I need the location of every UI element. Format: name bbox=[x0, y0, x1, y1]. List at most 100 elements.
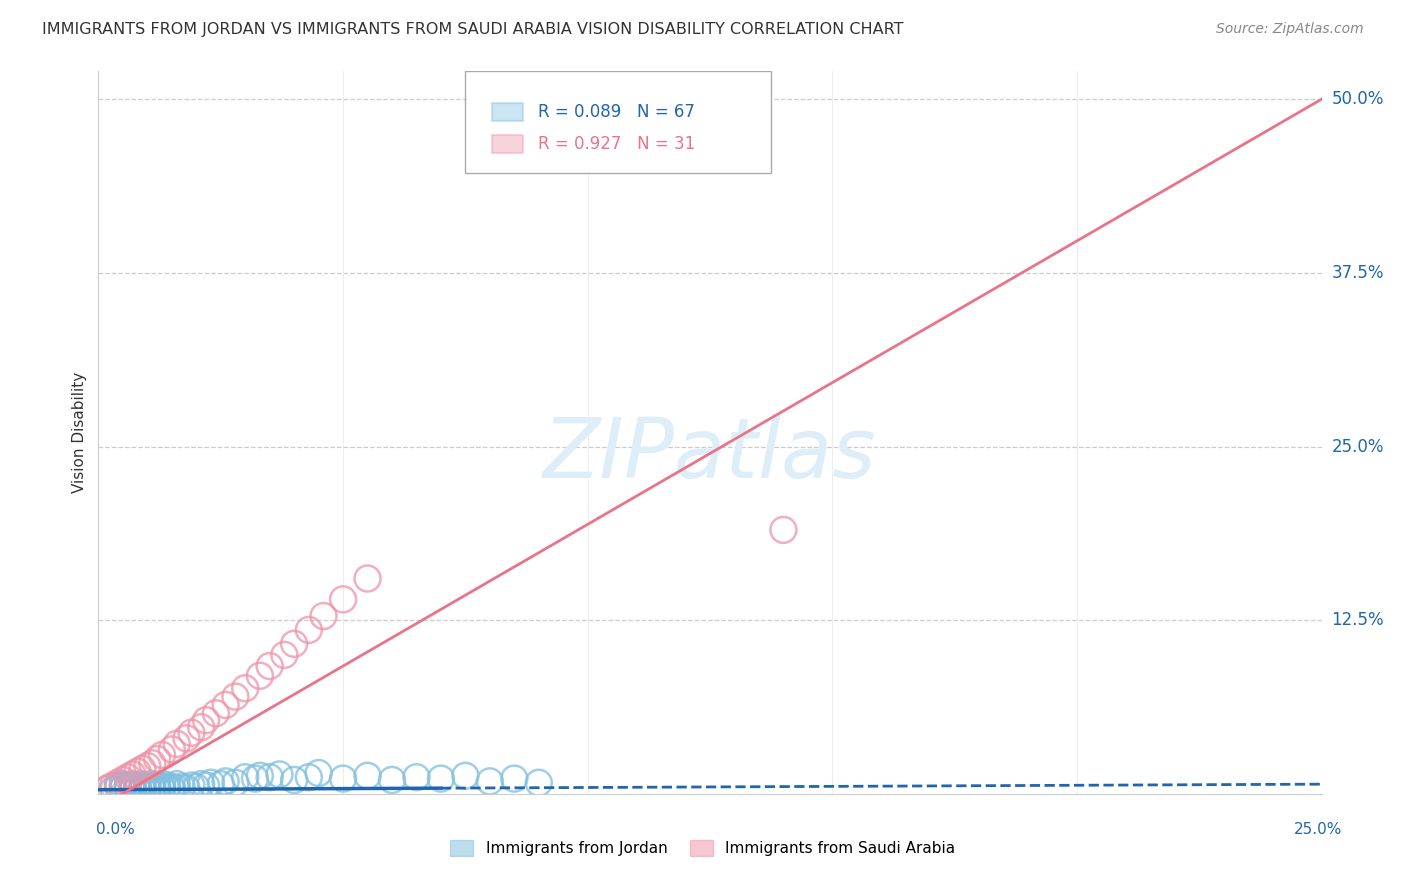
Point bbox=[117, 770, 139, 784]
Point bbox=[243, 772, 266, 786]
Point bbox=[233, 681, 256, 696]
Point bbox=[205, 706, 228, 721]
Point bbox=[141, 777, 163, 791]
Point bbox=[131, 781, 153, 796]
Point bbox=[454, 769, 477, 783]
Point bbox=[146, 752, 169, 766]
Point bbox=[107, 780, 129, 794]
Point bbox=[190, 720, 212, 734]
Point bbox=[170, 780, 193, 794]
Text: 25.0%: 25.0% bbox=[1331, 437, 1384, 456]
Point bbox=[176, 731, 198, 746]
Point bbox=[224, 690, 246, 704]
Point bbox=[127, 781, 149, 796]
Point bbox=[127, 779, 149, 793]
Point bbox=[224, 776, 246, 790]
Point bbox=[141, 780, 163, 794]
Point bbox=[332, 772, 354, 786]
Point bbox=[298, 623, 321, 637]
Text: IMMIGRANTS FROM JORDAN VS IMMIGRANTS FROM SAUDI ARABIA VISION DISABILITY CORRELA: IMMIGRANTS FROM JORDAN VS IMMIGRANTS FRO… bbox=[42, 22, 904, 37]
Point bbox=[111, 781, 134, 796]
Point bbox=[312, 609, 335, 624]
Point bbox=[527, 776, 550, 790]
Point bbox=[381, 772, 404, 787]
Point bbox=[141, 756, 163, 771]
Point bbox=[160, 782, 183, 797]
Point bbox=[249, 769, 271, 783]
Point bbox=[111, 777, 134, 791]
FancyBboxPatch shape bbox=[492, 135, 523, 153]
Text: 0.0%: 0.0% bbox=[96, 822, 135, 837]
Point bbox=[136, 779, 159, 793]
Point bbox=[127, 782, 149, 797]
Point bbox=[150, 777, 173, 791]
Point bbox=[131, 782, 153, 797]
Point bbox=[107, 779, 129, 793]
Point bbox=[101, 779, 124, 793]
Point bbox=[259, 770, 281, 784]
Text: ZIPatlas: ZIPatlas bbox=[543, 414, 877, 495]
Point bbox=[131, 762, 153, 776]
Point bbox=[283, 772, 305, 787]
Point bbox=[156, 779, 179, 793]
Point bbox=[127, 764, 149, 779]
Point bbox=[111, 780, 134, 794]
Point bbox=[160, 780, 183, 794]
Point bbox=[141, 782, 163, 797]
FancyBboxPatch shape bbox=[492, 103, 523, 120]
Point bbox=[101, 782, 124, 797]
Point bbox=[166, 777, 188, 791]
Text: R = 0.089   N = 67: R = 0.089 N = 67 bbox=[537, 103, 695, 120]
Point bbox=[214, 698, 236, 712]
Text: 12.5%: 12.5% bbox=[1331, 611, 1384, 629]
Point bbox=[117, 779, 139, 793]
Point bbox=[430, 772, 453, 786]
Point bbox=[127, 780, 149, 794]
Point bbox=[156, 781, 179, 796]
Point bbox=[283, 637, 305, 651]
Point bbox=[214, 774, 236, 789]
Point bbox=[136, 782, 159, 797]
Point bbox=[209, 777, 232, 791]
Legend: Immigrants from Jordan, Immigrants from Saudi Arabia: Immigrants from Jordan, Immigrants from … bbox=[444, 834, 962, 862]
Point bbox=[150, 780, 173, 794]
Point bbox=[180, 779, 202, 793]
Point bbox=[195, 779, 218, 793]
Point bbox=[117, 780, 139, 794]
Point bbox=[160, 742, 183, 756]
Point bbox=[150, 747, 173, 762]
Point bbox=[166, 781, 188, 796]
Point bbox=[249, 669, 271, 683]
Point bbox=[121, 777, 143, 791]
Point bbox=[180, 725, 202, 739]
Y-axis label: Vision Disability: Vision Disability bbox=[72, 372, 87, 493]
Point bbox=[121, 781, 143, 796]
Point bbox=[405, 770, 427, 784]
Point bbox=[186, 780, 208, 794]
Point bbox=[298, 770, 321, 784]
Point bbox=[131, 780, 153, 794]
Point bbox=[176, 781, 198, 796]
Point bbox=[356, 769, 378, 783]
Text: 25.0%: 25.0% bbox=[1295, 822, 1343, 837]
Text: R = 0.927   N = 31: R = 0.927 N = 31 bbox=[537, 135, 695, 153]
Point bbox=[136, 781, 159, 796]
Point bbox=[233, 770, 256, 784]
Point bbox=[97, 781, 120, 796]
Text: Source: ZipAtlas.com: Source: ZipAtlas.com bbox=[1216, 22, 1364, 37]
Point bbox=[131, 777, 153, 791]
FancyBboxPatch shape bbox=[465, 71, 772, 172]
Point bbox=[97, 781, 120, 796]
Point bbox=[308, 766, 330, 780]
Point bbox=[273, 648, 295, 662]
Point bbox=[332, 592, 354, 607]
Point bbox=[356, 572, 378, 586]
Text: 50.0%: 50.0% bbox=[1331, 90, 1384, 108]
Point bbox=[146, 782, 169, 797]
Point bbox=[111, 772, 134, 787]
Point bbox=[121, 782, 143, 797]
Point bbox=[107, 776, 129, 790]
Point bbox=[146, 779, 169, 793]
Point bbox=[121, 767, 143, 781]
Point bbox=[259, 659, 281, 673]
